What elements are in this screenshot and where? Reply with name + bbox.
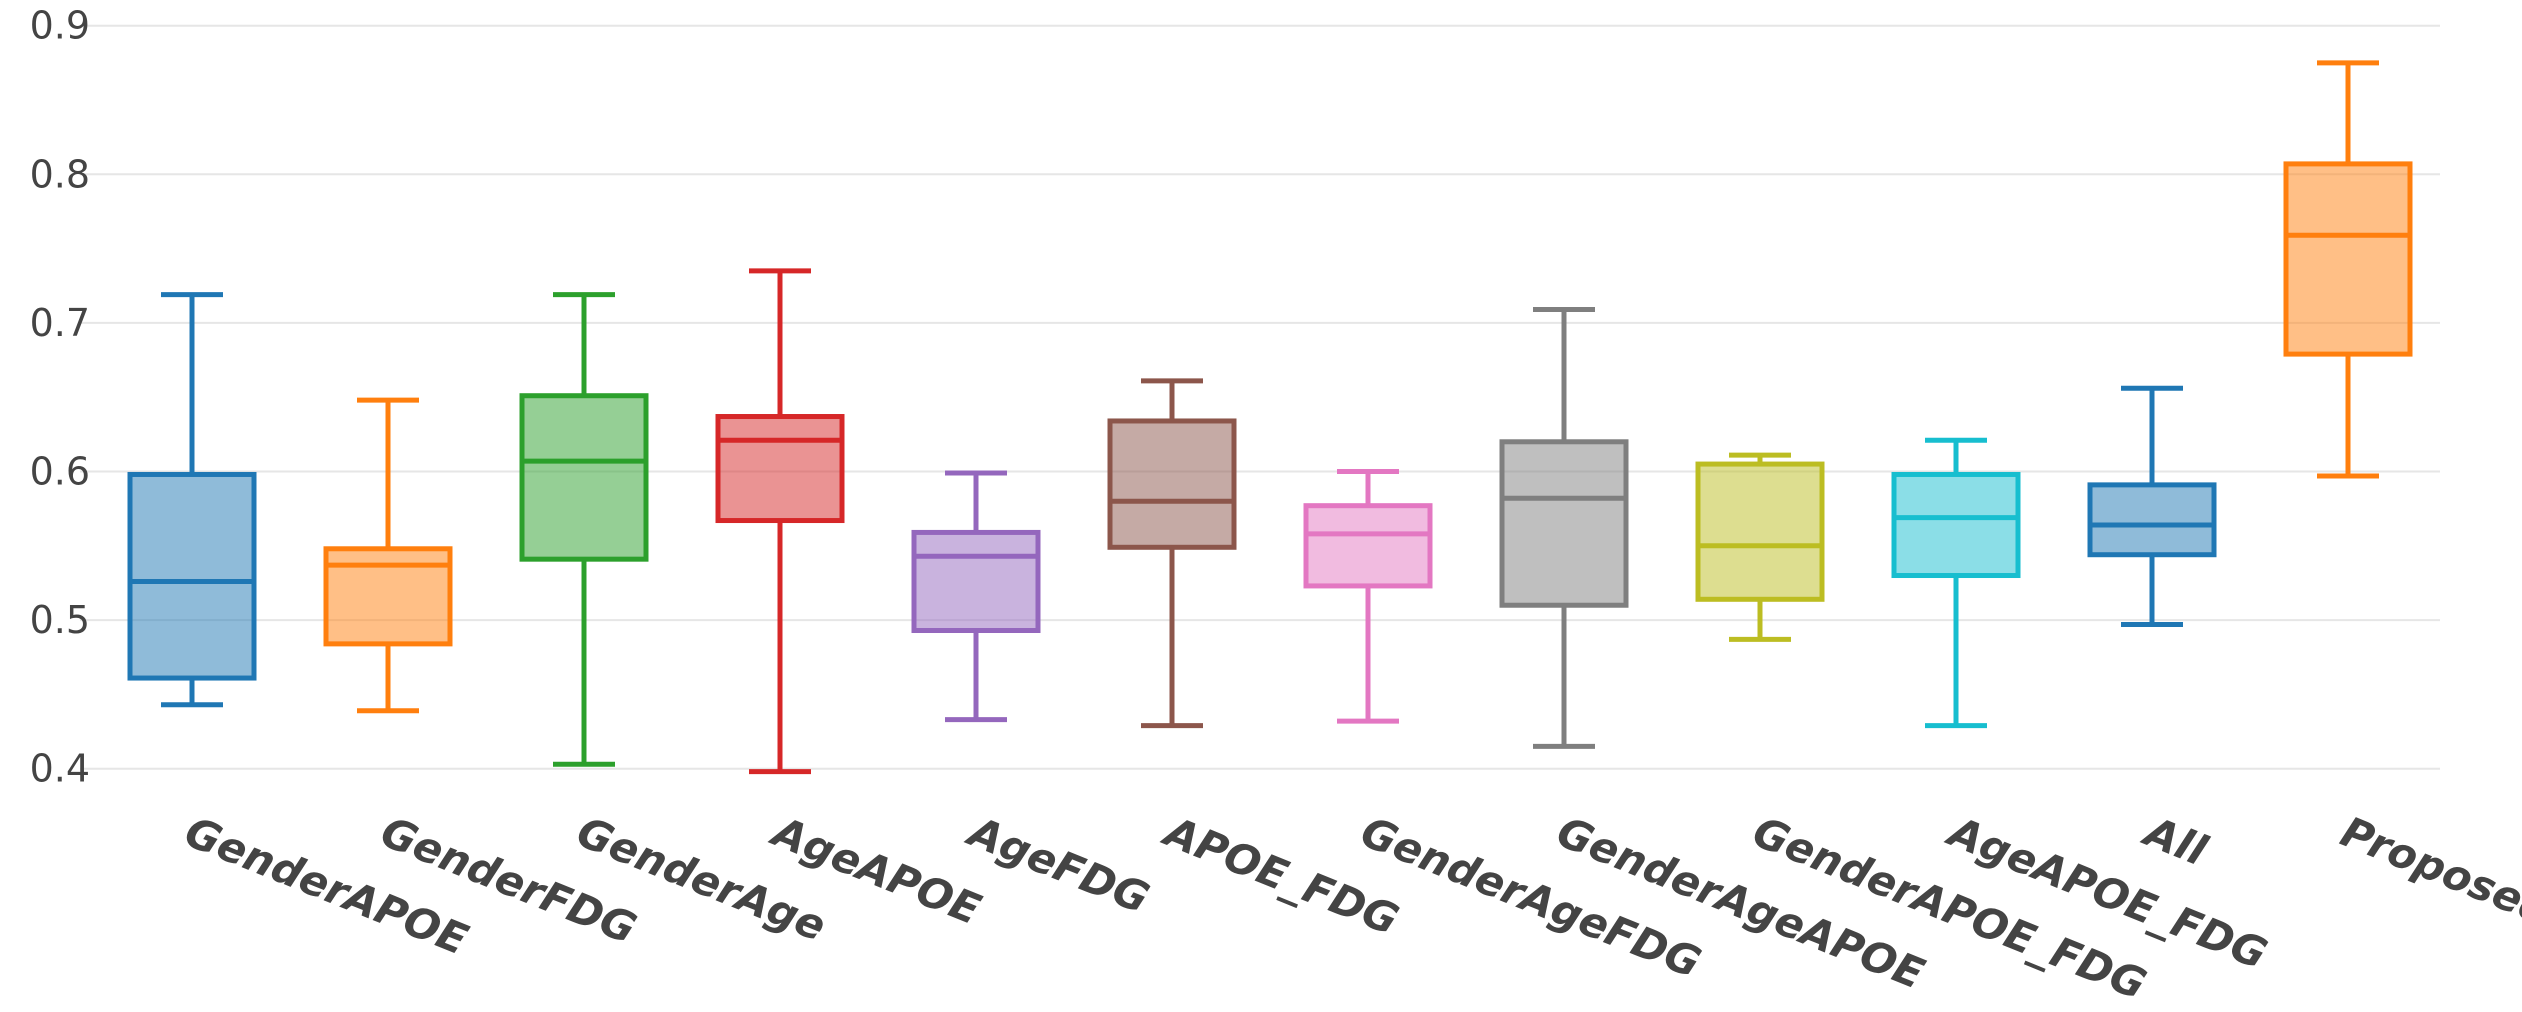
box-iqr	[911, 529, 1041, 634]
box-iqr	[1499, 439, 1629, 608]
x-axis: GenderAPOEGenderFDGGenderAgeAgeAPOEAgeFD…	[178, 806, 2522, 1009]
y-axis: 0.4 0.5 0.6 0.7 0.8 0.9	[30, 4, 90, 791]
box-genderageapoe	[1499, 307, 1629, 749]
box-genderapoe-fdg	[1695, 452, 1825, 642]
box-iqr	[127, 471, 257, 681]
y-tick-label: 0.7	[30, 301, 90, 345]
y-tick-label: 0.9	[30, 4, 90, 48]
box-genderage	[519, 292, 649, 767]
box-all	[2087, 385, 2217, 628]
x-tick-label: Proposed	[2334, 807, 2522, 936]
y-tick-label: 0.6	[30, 450, 90, 494]
box-apoe-fdg	[1107, 378, 1237, 729]
x-tick-label: All	[2135, 806, 2214, 876]
y-tick-label: 0.8	[30, 152, 90, 196]
box-iqr	[2087, 482, 2217, 558]
box-iqr	[1303, 503, 1433, 589]
box-iqr	[1891, 471, 2021, 579]
box-proposed	[2283, 60, 2413, 479]
box-iqr	[519, 393, 649, 562]
box-genderapoe	[127, 292, 257, 708]
box-ageapoe	[715, 268, 845, 775]
box-agefdg	[911, 470, 1041, 723]
box-genderagefdg	[1303, 469, 1433, 724]
box-genderfdg	[323, 397, 453, 714]
boxes	[127, 60, 2413, 775]
x-tick-label: GenderAgeFDG	[1354, 807, 1707, 988]
x-tick-label: AgeFDG	[959, 806, 1155, 923]
box-iqr	[2283, 161, 2413, 357]
y-tick-label: 0.5	[30, 598, 90, 642]
grid-lines	[80, 24, 2440, 770]
box-iqr	[715, 414, 845, 524]
box-ageapoe-fdg	[1891, 437, 2021, 729]
box-iqr	[1107, 418, 1237, 550]
y-tick-label: 0.4	[30, 747, 90, 791]
box-iqr	[1695, 461, 1825, 602]
